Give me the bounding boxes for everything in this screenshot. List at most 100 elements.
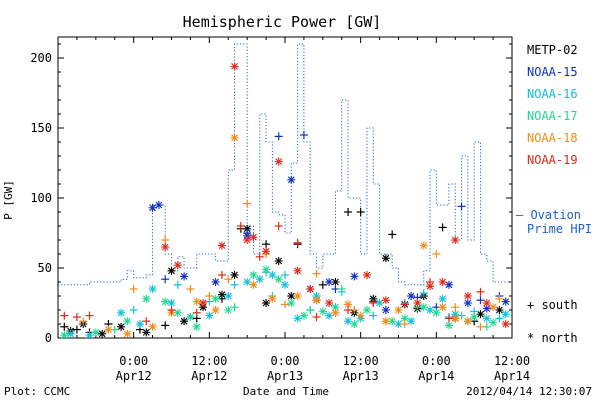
north-marker-d2 [262,247,270,255]
north-marker-d2 [275,275,283,283]
north-point [501,297,510,306]
north-marker-d2 [92,329,100,336]
north-point [381,254,390,263]
south-point [281,300,289,309]
north-point [262,247,271,256]
north-point [438,278,447,286]
north-marker-d2 [300,312,308,319]
north-point [274,157,283,166]
north-marker-d2 [212,295,220,303]
south-point [476,322,485,331]
north-marker-d2 [149,323,156,331]
north-point [413,299,422,307]
north-marker-d2 [350,320,358,328]
south-point [60,311,69,320]
north-point [381,306,390,314]
north-marker-d2 [306,285,314,293]
north-marker-d2 [332,278,339,286]
north-point [243,236,252,244]
north-point [362,306,371,314]
south-point [476,287,485,296]
north-marker-d2 [451,315,459,322]
south-point [344,208,353,216]
north-point [199,299,208,307]
north-point [407,292,416,300]
north-point [123,317,132,326]
north-marker-d2 [149,204,156,212]
north-point [249,280,258,289]
legend: METP-02 NOAA-15 NOAA-16 NOAA-17 NOAA-18 NOAA-… [516,43,592,345]
north-marker-d2 [332,303,339,311]
north-marker-d2 [117,323,125,331]
north-marker-d2 [205,312,213,319]
x-tick-time-label: 12:00 [191,354,227,368]
north-point [217,241,226,250]
north-marker-d2 [262,266,270,273]
north-marker-d2 [477,310,484,318]
south-point [457,202,466,211]
north-marker-d2 [407,317,415,325]
north-marker-d2 [86,331,93,339]
north-point [306,285,315,293]
north-marker-d2 [464,299,472,307]
north-point [91,328,100,337]
north-point [426,306,435,314]
north-marker-d2 [193,298,201,305]
x-tick-date-label: Apr13 [267,369,303,383]
north-point [211,306,220,314]
south-point [476,296,485,305]
north-marker-d2 [420,303,428,311]
north-marker-d2 [98,330,106,338]
north-marker-d2 [325,278,333,286]
x-tick-time-label: 0:00 [271,354,300,368]
north-point [148,322,157,331]
north-point [142,294,151,303]
north-point [274,275,283,284]
legend-north-marker: * north [527,331,578,345]
south-point [129,306,138,314]
south-point [400,300,409,309]
south-point [205,292,214,300]
north-point [230,271,239,279]
north-point [262,265,271,274]
north-point [432,308,441,317]
south-point [388,230,397,239]
north-point [325,311,334,320]
north-point [331,303,340,312]
north-point [293,314,302,323]
north-point [243,278,252,286]
south-point [344,306,353,314]
y-tick-label: 100 [30,191,52,205]
north-marker-d2 [243,225,251,233]
north-point [66,329,75,338]
plot-credit: Plot: CCMC [4,385,70,398]
north-marker-d2 [136,320,144,328]
north-point [281,280,289,289]
north-point [444,280,453,289]
north-point [495,306,504,314]
north-point [407,317,416,326]
north-marker-d2 [350,273,358,280]
north-marker-d2 [193,323,201,331]
north-marker-d2 [287,292,295,300]
north-point [501,310,510,319]
north-marker-d2 [212,278,220,286]
north-marker-d2 [344,317,352,325]
north-marker-d2 [117,309,125,317]
south-point [186,313,195,321]
north-point [394,320,403,328]
south-point [230,280,239,289]
north-marker-d2 [199,299,207,307]
north-marker-d2 [275,158,283,165]
south-point [457,311,466,320]
north-marker-d2 [224,292,232,300]
south-point [337,285,346,293]
north-marker-d2 [149,285,156,293]
north-marker-d2 [382,296,390,304]
x-tick-date-label: Apr12 [116,369,152,383]
north-point [362,271,371,279]
north-point [98,329,107,338]
north-marker-d2 [439,278,447,286]
